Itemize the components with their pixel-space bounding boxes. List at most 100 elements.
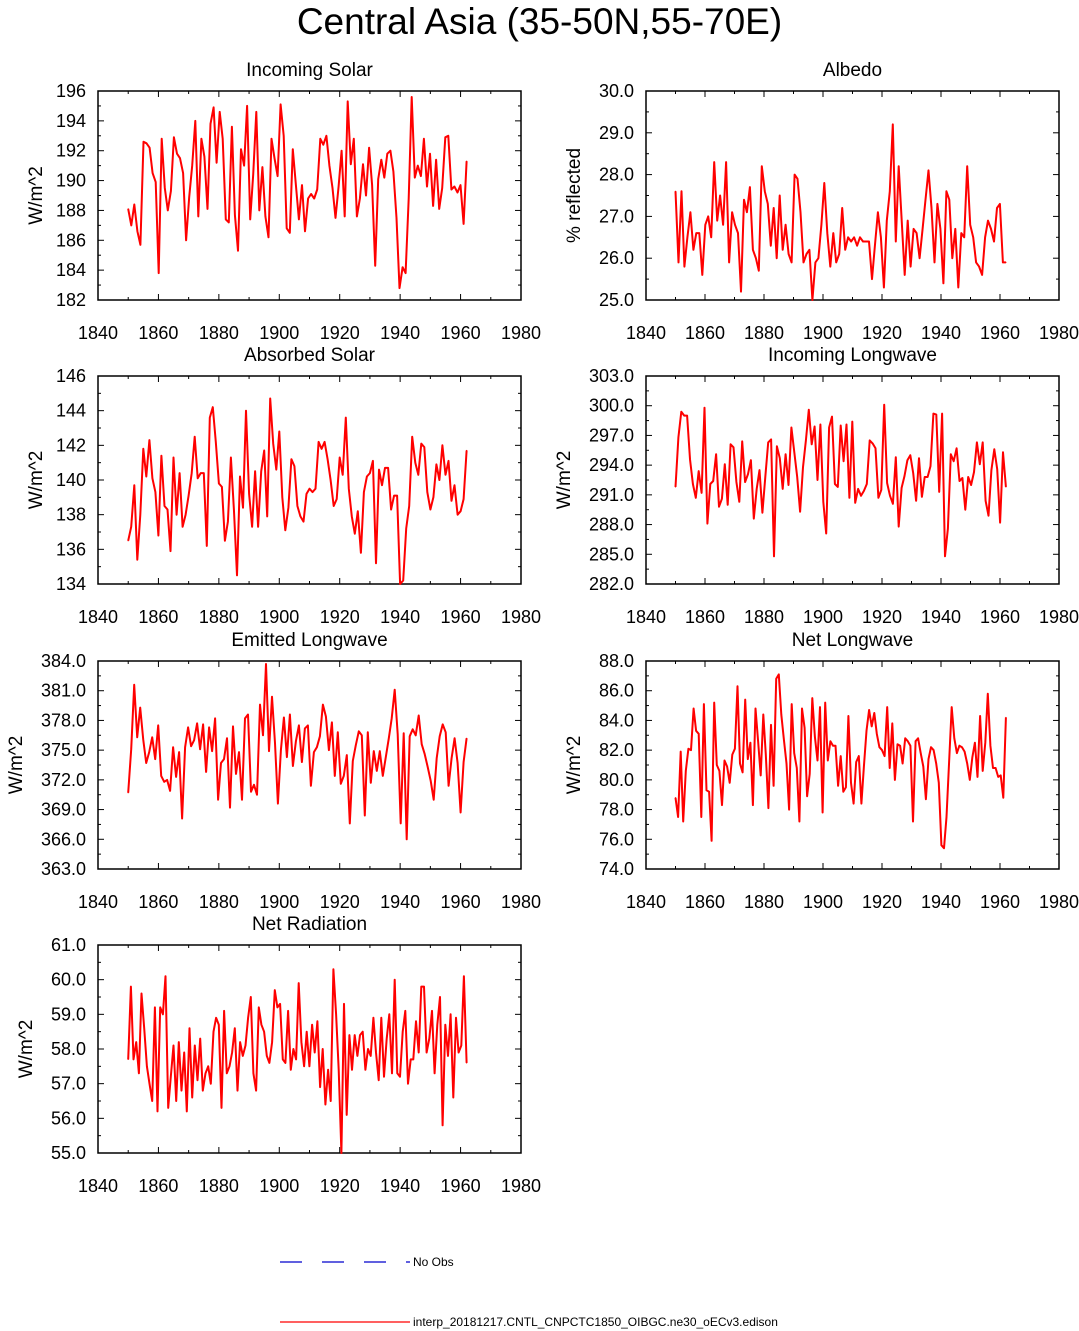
data-point [948, 761, 950, 763]
data-point [390, 508, 392, 511]
data-point [453, 185, 455, 188]
data-point [163, 505, 166, 507]
data-point [850, 782, 852, 784]
data-point [753, 518, 755, 520]
data-point [159, 1006, 161, 1009]
data-point [270, 138, 273, 140]
data-point [737, 232, 739, 234]
data-point [218, 1024, 220, 1026]
data-point [735, 481, 738, 483]
data-point [319, 138, 321, 140]
data-point [793, 451, 795, 453]
data-point [758, 469, 761, 471]
data-point [450, 500, 453, 502]
x-tick-label: 1840 [78, 892, 118, 912]
data-point [785, 762, 788, 765]
y-tick-label: 59.0 [51, 1004, 86, 1024]
data-point [247, 1017, 249, 1019]
data-point [169, 550, 172, 552]
data-point [307, 724, 309, 727]
data-point [683, 415, 685, 417]
data-point [940, 844, 943, 846]
data-point [220, 762, 222, 764]
x-tick-label: 1920 [320, 1176, 360, 1196]
data-point [439, 735, 441, 737]
data-point [680, 411, 682, 413]
data-point [152, 172, 154, 174]
data-point [938, 782, 940, 784]
data-point [874, 245, 876, 247]
y-tick-label: 192 [56, 141, 86, 161]
data-point [823, 182, 825, 184]
data-point [306, 1031, 308, 1033]
data-point [244, 717, 246, 720]
data-point [892, 123, 894, 125]
data-point [999, 203, 1001, 205]
data-point [316, 1020, 318, 1022]
x-tick-label: 1900 [259, 607, 299, 627]
data-point [215, 1017, 217, 1019]
data-point [142, 141, 145, 143]
data-point [395, 217, 398, 219]
data-point [365, 194, 367, 197]
x-tick-label: 1940 [380, 323, 420, 343]
data-point [328, 165, 330, 167]
data-point [322, 1048, 324, 1050]
data-point [412, 1058, 414, 1060]
data-point [308, 1065, 310, 1067]
data-point [457, 762, 459, 764]
data-point [958, 745, 961, 747]
data-point [428, 1038, 430, 1040]
data-point [403, 732, 405, 734]
data-point [912, 820, 914, 823]
data-point [185, 514, 187, 516]
x-tick-label: 1920 [320, 892, 360, 912]
panel-albedo: 1840 1860 1880 1900 1920 1940 1960 1980 25.0 26.0… [564, 60, 1079, 343]
data-point [837, 785, 839, 787]
data-point [296, 505, 298, 507]
data-point [951, 257, 953, 259]
data-point [202, 723, 204, 726]
data-point [400, 822, 402, 825]
data-point [274, 742, 276, 744]
data-point [787, 484, 790, 486]
x-tick-label: 1880 [199, 323, 239, 343]
data-point [822, 811, 824, 814]
data-point [298, 218, 300, 220]
data-point [871, 278, 873, 280]
data-point [338, 1069, 340, 1071]
data-point [982, 770, 984, 772]
data-point [901, 220, 903, 222]
data-point [322, 144, 324, 146]
data-point [441, 444, 443, 446]
data-point [353, 138, 355, 140]
y-axis-label: W/m^2 [26, 451, 47, 510]
y-tick-label: 369.0 [41, 800, 86, 820]
data-point [442, 723, 444, 726]
data-point [816, 479, 819, 481]
data-point [943, 847, 945, 849]
data-point [290, 458, 292, 460]
data-point [418, 714, 420, 717]
data-point [953, 737, 955, 739]
data-point [895, 456, 897, 458]
data-point [273, 157, 276, 159]
data-point [318, 441, 320, 443]
data-point [160, 455, 162, 457]
data-point [705, 789, 708, 791]
data-point [359, 1034, 361, 1036]
data-point [410, 1058, 412, 1060]
y-tick-label: 363.0 [41, 859, 86, 879]
y-tick-label: 74.0 [599, 859, 634, 879]
data-point [149, 147, 151, 149]
data-point [954, 228, 956, 230]
data-point [460, 1044, 462, 1047]
y-tick-label: 381.0 [41, 681, 86, 701]
data-point [295, 1058, 297, 1060]
data-point [253, 784, 255, 786]
data-point [785, 224, 787, 226]
data-point [463, 223, 465, 225]
data-point [450, 188, 452, 191]
data-point [971, 757, 973, 759]
data-point [308, 488, 311, 490]
